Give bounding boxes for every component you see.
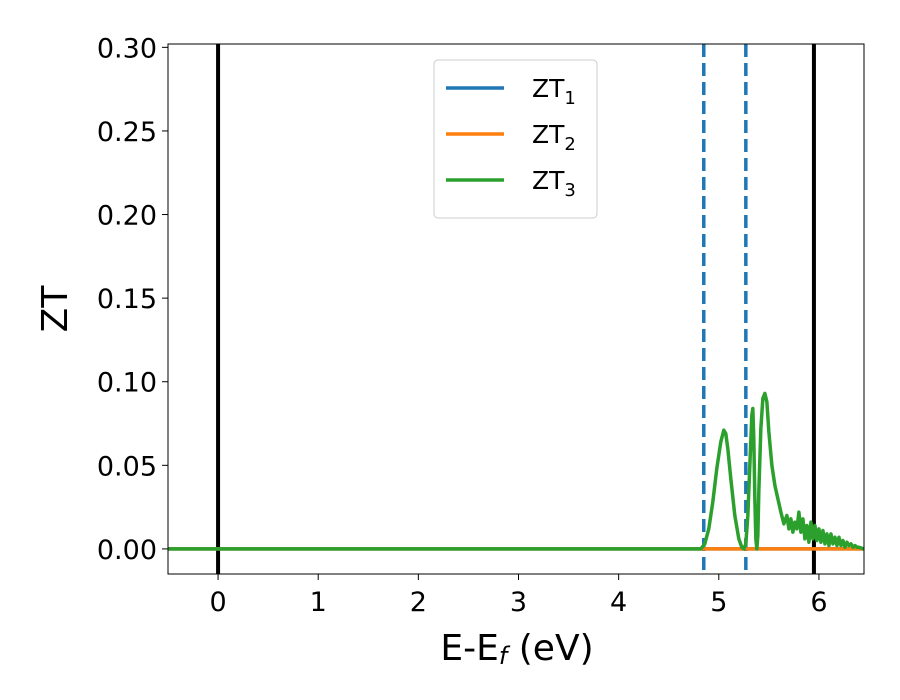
x-axis-label-unit: (eV) — [507, 628, 593, 669]
x-axis-label-main: E-E — [440, 628, 498, 669]
x-tick-label: 1 — [310, 587, 327, 618]
series-line-zt3 — [168, 391, 864, 551]
x-tick-label: 4 — [610, 587, 627, 618]
y-tick-label: 0.10 — [97, 368, 157, 399]
x-tick-label: 6 — [810, 587, 827, 618]
y-tick-label: 0.25 — [97, 117, 157, 148]
legend-label: ZT2 — [532, 120, 576, 155]
y-tick-label: 0.20 — [97, 201, 157, 232]
y-tick-label: 0.00 — [97, 535, 157, 566]
axes-frame — [167, 43, 865, 575]
axis-ticks: 0 1 2 3 4 5 6 0.00 0.05 0.10 0.15 0.20 0.25 0.30 — [97, 33, 828, 618]
y-tick-label: 0.30 — [97, 33, 157, 64]
x-tick-label: 3 — [510, 587, 527, 618]
legend: ZT1 ZT2 ZT3 — [433, 59, 598, 219]
x-tick-label: 0 — [209, 587, 226, 618]
legend-label: ZT1 — [532, 74, 576, 109]
x-axis-label: E-Ef (eV) — [440, 628, 593, 670]
legend-label: ZT3 — [532, 166, 576, 201]
plot-area — [168, 44, 864, 574]
y-axis-label: ZT — [35, 285, 76, 333]
x-tick-label: 5 — [710, 587, 727, 618]
y-tick-label: 0.15 — [97, 284, 157, 315]
y-tick-label: 0.05 — [97, 451, 157, 482]
x-tick-label: 2 — [410, 587, 427, 618]
